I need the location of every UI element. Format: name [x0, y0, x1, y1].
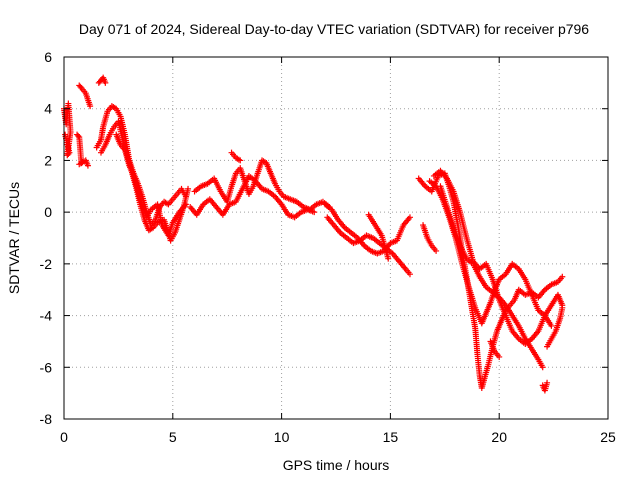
y-tick-label: 4 [44, 101, 52, 117]
data-point [237, 157, 244, 164]
y-tick-label: -2 [40, 256, 53, 272]
data-point [544, 379, 551, 386]
data-layer [61, 74, 566, 394]
data-point [406, 214, 413, 221]
data-point [311, 209, 318, 216]
y-axis-label: SDTVAR / TECUs [6, 182, 22, 294]
x-tick-label: 25 [600, 429, 616, 445]
data-point [87, 103, 94, 110]
x-tick-label: 5 [169, 429, 177, 445]
data-point [77, 83, 84, 90]
data-point [559, 273, 566, 280]
data-point [75, 132, 82, 139]
data-point [496, 353, 503, 360]
data-point [548, 322, 555, 329]
x-tick-label: 0 [60, 429, 68, 445]
y-tick-label: 2 [44, 152, 52, 168]
y-tick-label: -6 [40, 359, 53, 375]
y-tick-label: -4 [40, 308, 53, 324]
y-tick-label: 6 [44, 49, 52, 65]
x-tick-label: 20 [491, 429, 507, 445]
x-tick-label: 15 [383, 429, 399, 445]
data-point [559, 304, 566, 311]
plot-frame [63, 56, 609, 420]
data-point [406, 271, 413, 278]
x-axis-label: GPS time / hours [283, 457, 390, 473]
data-point [185, 185, 192, 192]
data-point [84, 162, 91, 169]
data-point [182, 201, 189, 208]
data-point [65, 150, 72, 157]
tick-layer: 0 5 10 15 20 25 -8 -6 -4 -2 0 2 4 6 [40, 49, 616, 445]
data-point [433, 247, 440, 254]
chart-title: Day 071 of 2024, Sidereal Day-to-day VTE… [79, 21, 589, 37]
y-tick-label: 0 [44, 204, 52, 220]
data-point [539, 364, 546, 371]
data-point [62, 131, 69, 138]
grid-layer [64, 57, 608, 419]
data-point [102, 79, 109, 86]
y-tick-label: -8 [40, 411, 53, 427]
data-point [385, 255, 392, 262]
x-tick-label: 10 [274, 429, 290, 445]
